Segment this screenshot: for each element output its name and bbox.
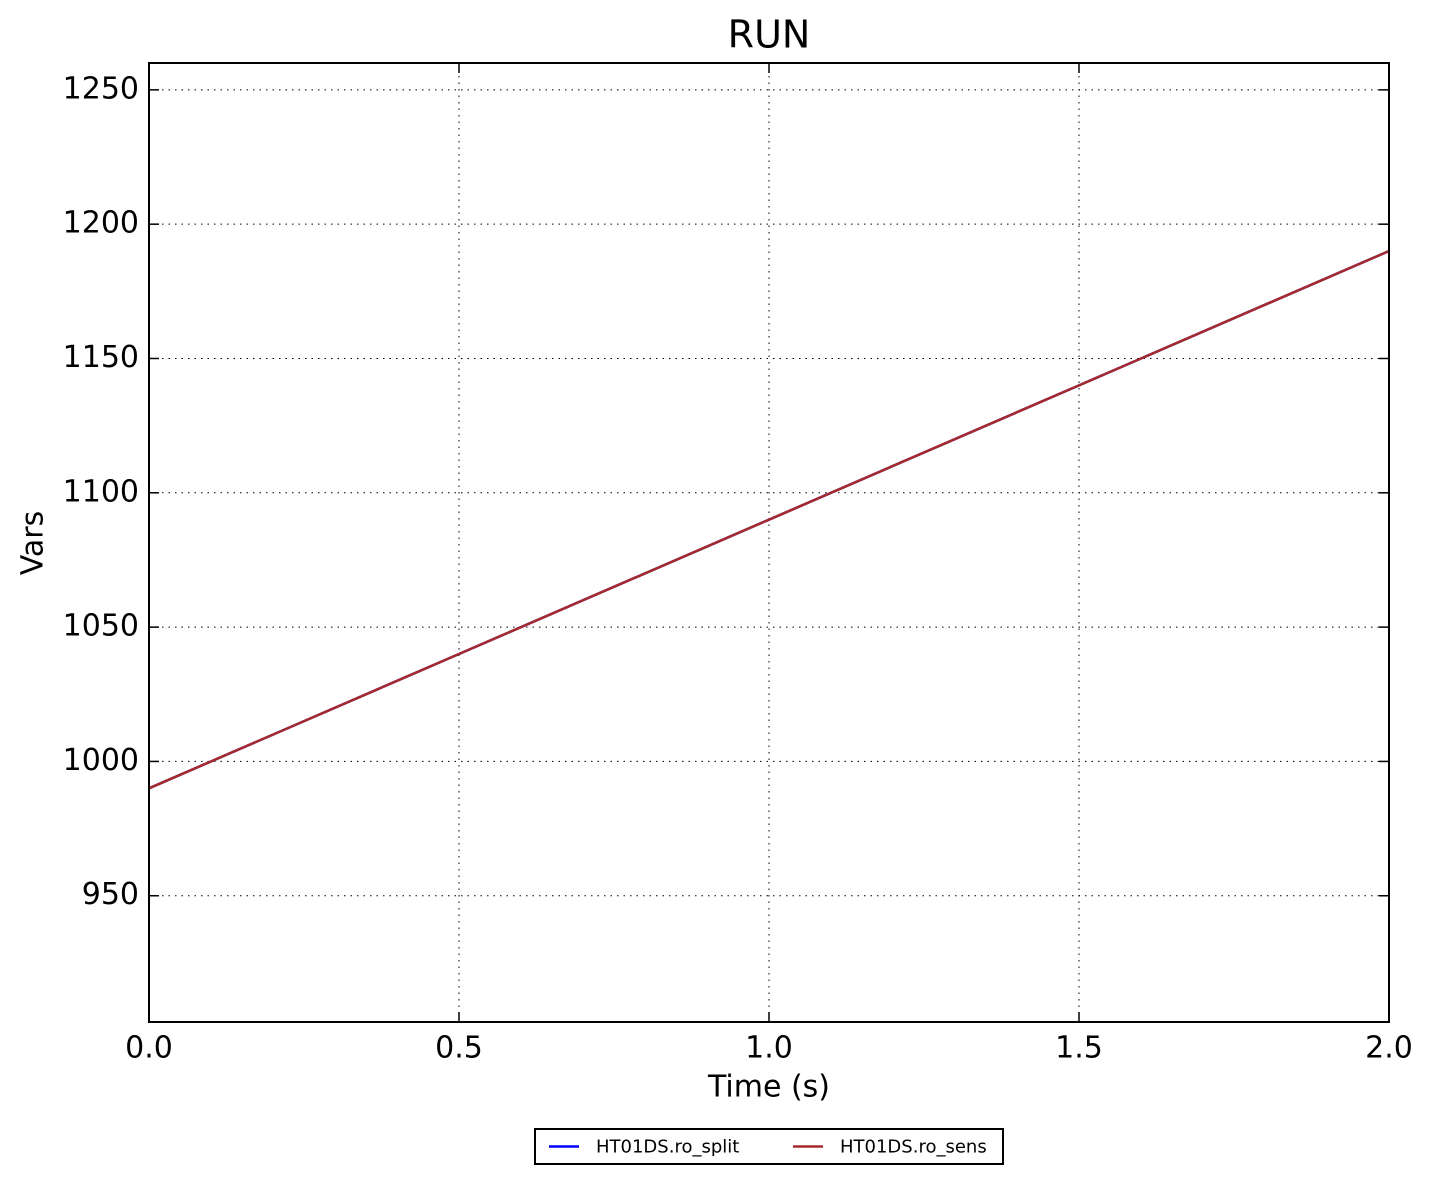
- x-tick-label: 1.5: [1055, 1031, 1103, 1066]
- y-tick-label: 1100: [63, 474, 139, 509]
- x-tick-label: 1.0: [745, 1031, 793, 1066]
- y-tick-label: 1200: [63, 206, 139, 241]
- y-tick-label: 1150: [63, 340, 139, 375]
- x-tick-label: 0.0: [125, 1031, 173, 1066]
- plot-frame: [148, 62, 1390, 1023]
- y-tick-label: 1050: [63, 609, 139, 644]
- data-line: [148, 249, 1390, 790]
- y-axis-label: Vars: [16, 511, 51, 576]
- x-axis-label: Time (s): [707, 1070, 830, 1105]
- chart-title: RUN: [728, 13, 811, 57]
- legend-label: HT01DS.ro_sens: [840, 1137, 987, 1158]
- x-tick-label: 0.5: [435, 1031, 483, 1066]
- x-tick-label: 2.0: [1365, 1031, 1413, 1066]
- y-tick-label: 1000: [63, 743, 139, 778]
- legend-label: HT01DS.ro_split: [596, 1137, 739, 1158]
- y-tick-label: 950: [82, 877, 139, 912]
- y-tick-label: 1250: [63, 71, 139, 106]
- legend-box: [534, 1128, 1004, 1165]
